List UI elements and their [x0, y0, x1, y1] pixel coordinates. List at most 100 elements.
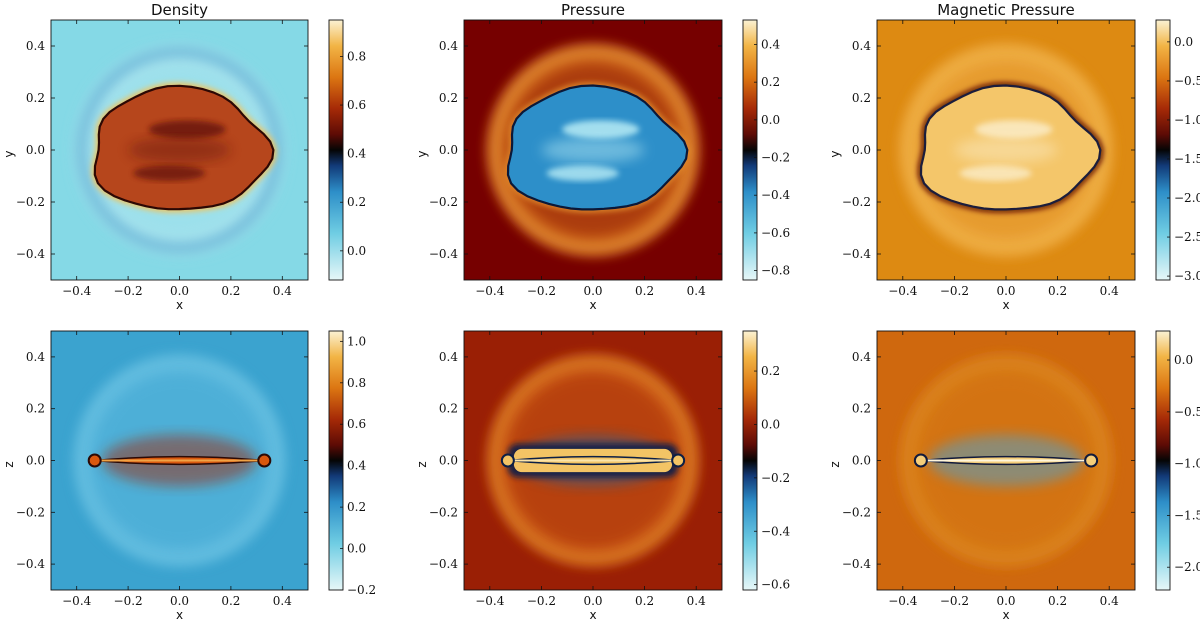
colorbar-tick-label: 0.6: [347, 98, 366, 112]
x-tick-label: −0.2: [527, 284, 556, 298]
colorbar: [328, 19, 344, 281]
y-tick-label: −0.4: [842, 247, 872, 261]
x-tick-label: −0.2: [527, 594, 556, 608]
blob-band: [133, 165, 206, 181]
y-axis-label: z: [828, 461, 842, 467]
y-tick-label: 0.2: [26, 402, 45, 416]
y-tick-label: 0.4: [439, 39, 458, 53]
y-tick-label: −0.2: [842, 195, 871, 209]
y-tick-label: −0.4: [16, 247, 46, 261]
blob-band: [954, 137, 1058, 163]
y-tick-label: 0.0: [26, 143, 45, 157]
colorbar-tick-label: 0.4: [761, 37, 780, 51]
y-axis-label: y: [2, 150, 16, 157]
shock-ring: [489, 357, 697, 564]
y-tick-label: −0.4: [842, 557, 872, 571]
blob-band: [148, 120, 226, 139]
x-tick-label: −0.4: [888, 284, 918, 298]
x-axis-label: x: [589, 608, 596, 622]
x-tick-label: −0.4: [62, 284, 92, 298]
colorbar-tick-label: 0.0: [347, 542, 366, 556]
colorbar-tick-label: −1.5: [1174, 508, 1200, 522]
colorbar-tick-label: 1.0: [347, 334, 366, 348]
disk-tip-left: [913, 453, 928, 468]
colorbar-tick-label: 0.8: [347, 49, 366, 63]
colorbar-tick-label: 0.0: [1174, 353, 1193, 367]
shock-ring: [902, 357, 1110, 564]
colorbar-tick-label: 0.0: [761, 417, 780, 431]
colorbar-tick-label: 0.2: [761, 75, 780, 89]
y-axis-label: y: [828, 150, 842, 157]
x-tick-label: −0.4: [475, 284, 505, 298]
x-tick-label: −0.4: [888, 594, 918, 608]
x-tick-label: 0.2: [635, 284, 654, 298]
y-tick-label: −0.4: [16, 557, 46, 571]
panel-title: Pressure: [561, 1, 625, 19]
colorbar-tick-label: 0.6: [347, 417, 366, 431]
x-axis-label: x: [176, 608, 183, 622]
colorbar: [742, 330, 758, 591]
colorbar-tick-label: −3.0: [1174, 269, 1200, 283]
y-tick-label: −0.2: [16, 505, 45, 519]
y-tick-label: 0.2: [439, 402, 458, 416]
disk-tip-right: [1084, 453, 1099, 468]
y-tick-label: 0.4: [439, 350, 458, 364]
heatmap-image: [877, 20, 1135, 280]
colorbar-tick-label: −0.2: [761, 471, 790, 485]
x-tick-label: −0.2: [114, 594, 143, 608]
colorbar-tick-label: 0.0: [347, 244, 366, 258]
colorbar-tick-label: 0.4: [347, 459, 366, 473]
blob-edge: [506, 84, 689, 211]
x-tick-label: −0.4: [62, 594, 92, 608]
y-tick-label: −0.2: [429, 505, 458, 519]
colorbar-tick-label: −1.5: [1174, 152, 1200, 166]
y-tick-label: 0.0: [852, 143, 871, 157]
blob-band: [541, 137, 645, 163]
colorbar-tick-label: −1.0: [1174, 113, 1200, 127]
colorbar-tick-label: −1.0: [1174, 457, 1200, 471]
x-axis-label: x: [176, 298, 183, 312]
x-tick-label: 0.4: [273, 284, 292, 298]
panel-5: −0.4 −0.2 0.0 0.2 0.4 0.4 0.2 0.0 −0.2 −0.4 x z 0.2 0…: [415, 330, 791, 622]
colorbar: [328, 330, 344, 591]
x-tick-label: 0.0: [996, 594, 1015, 608]
x-tick-label: 0.0: [583, 284, 602, 298]
colorbar-tick-label: 0.4: [347, 147, 366, 161]
shock-ring: [489, 46, 697, 254]
y-tick-label: −0.2: [16, 195, 45, 209]
y-tick-label: 0.4: [26, 350, 45, 364]
colorbar-tick-label: −0.6: [761, 578, 790, 592]
colorbar-tick-label: −0.5: [1174, 405, 1200, 419]
x-tick-label: 0.2: [1048, 284, 1067, 298]
x-tick-label: −0.4: [475, 594, 505, 608]
x-tick-label: −0.2: [114, 284, 143, 298]
panel-2: −0.4 −0.2 0.0 0.2 0.4 0.4 0.2 0.0 −0.2 −0.4 x y Pres…: [415, 1, 791, 312]
colorbar-tick-label: −2.5: [1174, 230, 1200, 244]
heatmap-image: [464, 20, 722, 280]
y-tick-label: 0.4: [852, 39, 871, 53]
y-tick-label: 0.0: [26, 454, 45, 468]
y-tick-label: 0.2: [852, 91, 871, 105]
x-tick-label: −0.2: [940, 284, 969, 298]
shock-ring: [76, 357, 283, 564]
blob-band: [546, 165, 619, 181]
x-tick-label: 0.0: [996, 284, 1015, 298]
colorbar-tick-label: −0.5: [1174, 74, 1200, 88]
colorbar-tick-label: 0.2: [761, 364, 780, 378]
heatmap-image: [51, 331, 308, 590]
colorbar-tick-label: 0.0: [761, 113, 780, 127]
colorbar-tick-label: −0.6: [761, 226, 790, 240]
colorbar-tick-label: −2.0: [1174, 560, 1200, 574]
y-tick-label: −0.4: [429, 557, 459, 571]
colorbar-tick-label: −0.2: [347, 583, 376, 597]
blob-band: [959, 165, 1032, 181]
colorbar-tick-label: −2.0: [1174, 191, 1200, 205]
y-tick-label: 0.4: [26, 39, 45, 53]
colorbar-tick-label: 0.2: [347, 195, 366, 209]
colorbar-tick-label: −0.4: [761, 524, 791, 538]
colorbar-tick-label: 0.0: [1174, 35, 1193, 49]
heatmap-image: [464, 331, 722, 590]
shock-ring: [76, 47, 283, 253]
y-tick-label: −0.2: [842, 505, 871, 519]
heatmap-image: [877, 331, 1135, 590]
